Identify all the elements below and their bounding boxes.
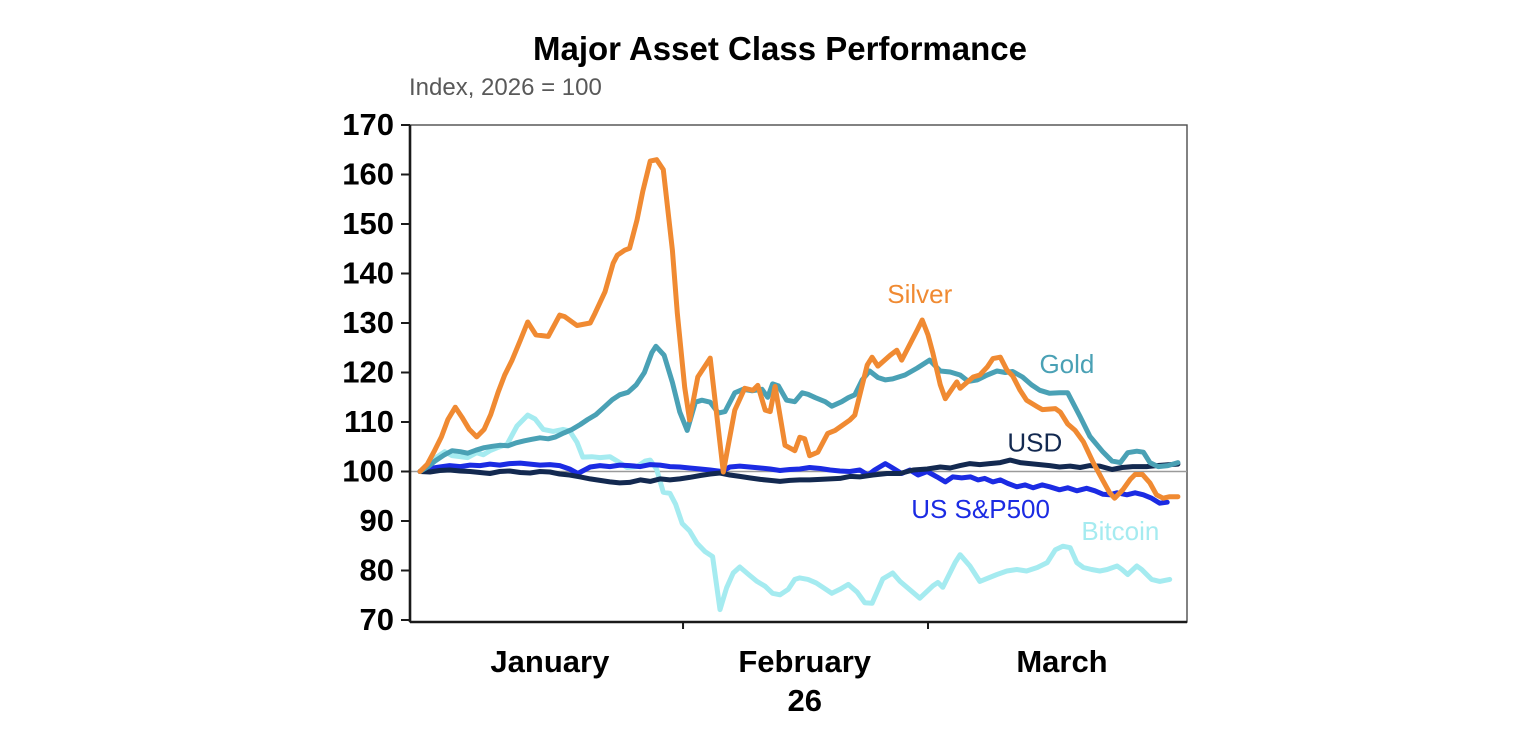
chart-subtitle: Index, 2026 = 100 [409, 74, 602, 101]
series-line-bitcoin [417, 412, 1173, 613]
y-tick-label: 90 [360, 503, 394, 538]
chart-title: Major Asset Class Performance [533, 30, 1027, 67]
y-tick-label: 130 [342, 305, 394, 340]
series-line-us-s-p500 [417, 460, 1170, 506]
series-line-usd [417, 457, 1181, 486]
y-tick-label: 120 [342, 355, 394, 390]
x-month-label: February [738, 644, 871, 679]
series-label-us-s-p500: US S&P500 [911, 494, 1050, 524]
y-tick-label: 150 [342, 206, 394, 241]
y-tick-label: 100 [342, 454, 394, 489]
x-month-label: January [490, 644, 610, 679]
series-label-usd: USD [1007, 427, 1062, 457]
series-label-bitcoin: Bitcoin [1081, 516, 1159, 546]
y-tick-label: 70 [360, 602, 394, 637]
y-tick-label: 110 [344, 404, 394, 439]
series-label-silver: Silver [887, 279, 952, 309]
y-tick-label: 80 [360, 553, 394, 588]
y-tick-label: 140 [342, 256, 394, 291]
y-tick-label: 160 [342, 157, 394, 192]
x-year-label: 26 [787, 683, 821, 718]
series-label-gold: Gold [1039, 349, 1094, 379]
y-tick-label: 170 [342, 107, 394, 142]
x-month-label: March [1016, 644, 1107, 679]
series-line-silver [417, 157, 1181, 501]
